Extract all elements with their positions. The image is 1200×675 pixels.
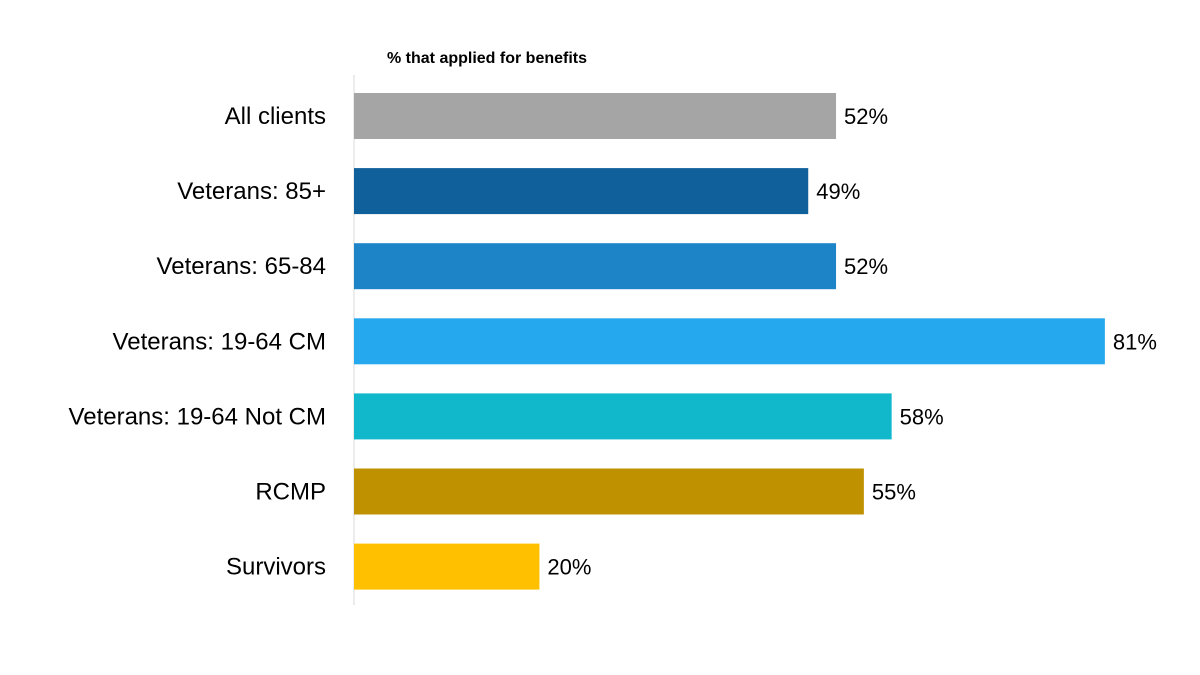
bar-2 bbox=[354, 243, 837, 290]
value-label-1: 49% bbox=[816, 179, 860, 204]
bar-0 bbox=[354, 93, 837, 139]
category-label-1: Veterans: 85+ bbox=[177, 178, 326, 205]
category-label-2: Veterans: 65-84 bbox=[157, 253, 326, 280]
value-label-0: 52% bbox=[844, 104, 888, 129]
category-label-6: Survivors bbox=[226, 554, 326, 581]
value-label-3: 81% bbox=[1113, 329, 1157, 354]
category-label-3: Veterans: 19-64 CM bbox=[113, 328, 326, 355]
value-label-2: 52% bbox=[844, 254, 888, 279]
value-label-5: 55% bbox=[872, 480, 916, 505]
category-label-0: All clients bbox=[225, 103, 326, 130]
bar-4 bbox=[354, 393, 892, 440]
category-label-5: RCMP bbox=[255, 479, 326, 506]
bar-5 bbox=[354, 468, 864, 515]
value-label-6: 20% bbox=[547, 555, 591, 580]
category-label-4: Veterans: 19-64 Not CM bbox=[69, 403, 326, 430]
value-label-4: 58% bbox=[900, 404, 944, 429]
bar-3 bbox=[354, 318, 1105, 365]
bar-1 bbox=[354, 168, 809, 215]
chart-title: % that applied for benefits bbox=[387, 50, 588, 67]
bar-6 bbox=[354, 543, 540, 590]
